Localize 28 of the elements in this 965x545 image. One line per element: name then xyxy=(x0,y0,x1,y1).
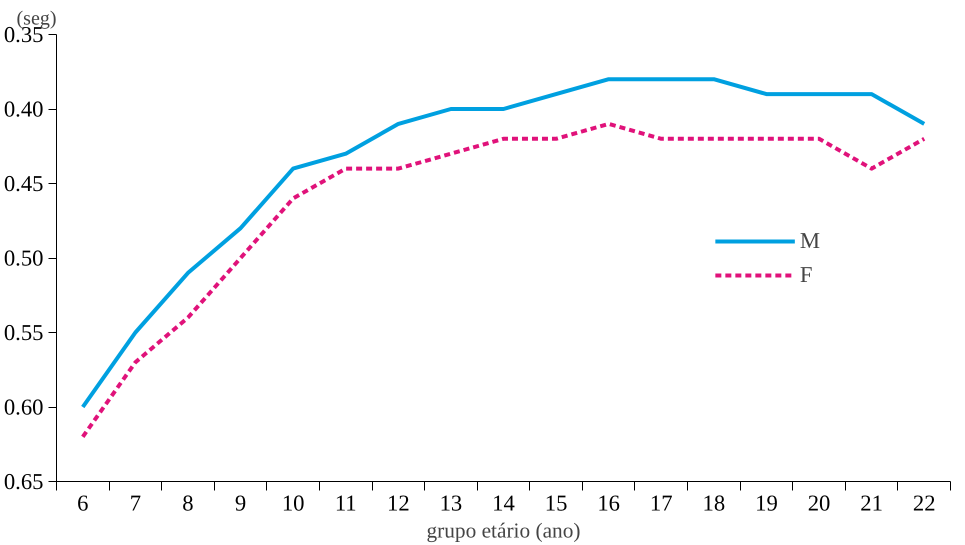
line-series xyxy=(80,77,926,409)
x-tick-label: 9 xyxy=(234,490,246,516)
x-axis-title: grupo etário (ano) xyxy=(426,518,580,542)
y-tick-label: 0.50 xyxy=(4,246,44,270)
y-tick-label: 0.60 xyxy=(4,394,44,420)
x-tick-label: 21 xyxy=(860,490,883,516)
legend-label: F xyxy=(800,262,814,288)
x-tick-label: 20 xyxy=(808,490,830,516)
x-tick-label: 14 xyxy=(492,490,515,516)
x-tick-label: 16 xyxy=(597,490,620,516)
y-tick-label: 0.40 xyxy=(4,96,44,122)
y-tick-label: 0.55 xyxy=(4,320,44,345)
x-tick-label: 8 xyxy=(182,490,194,516)
x-tick-label: 15 xyxy=(544,490,568,516)
legend-label: M xyxy=(800,228,820,254)
y-tick-label: 0.65 xyxy=(4,469,44,494)
line-series xyxy=(80,122,926,439)
x-tick-label: 18 xyxy=(702,490,726,516)
x-tick-label: 13 xyxy=(440,490,462,516)
x-tick-label: 19 xyxy=(755,490,778,516)
x-tick-label: 12 xyxy=(386,490,410,516)
y-tick-label: 0.45 xyxy=(4,171,44,196)
x-tick-label: 10 xyxy=(282,490,304,516)
x-tick-label: 7 xyxy=(130,490,142,516)
x-tick-label: 11 xyxy=(334,490,357,516)
x-tick-label: 6 xyxy=(77,490,88,516)
x-tick-label: 17 xyxy=(650,490,673,516)
x-tick-label: 22 xyxy=(912,490,936,516)
